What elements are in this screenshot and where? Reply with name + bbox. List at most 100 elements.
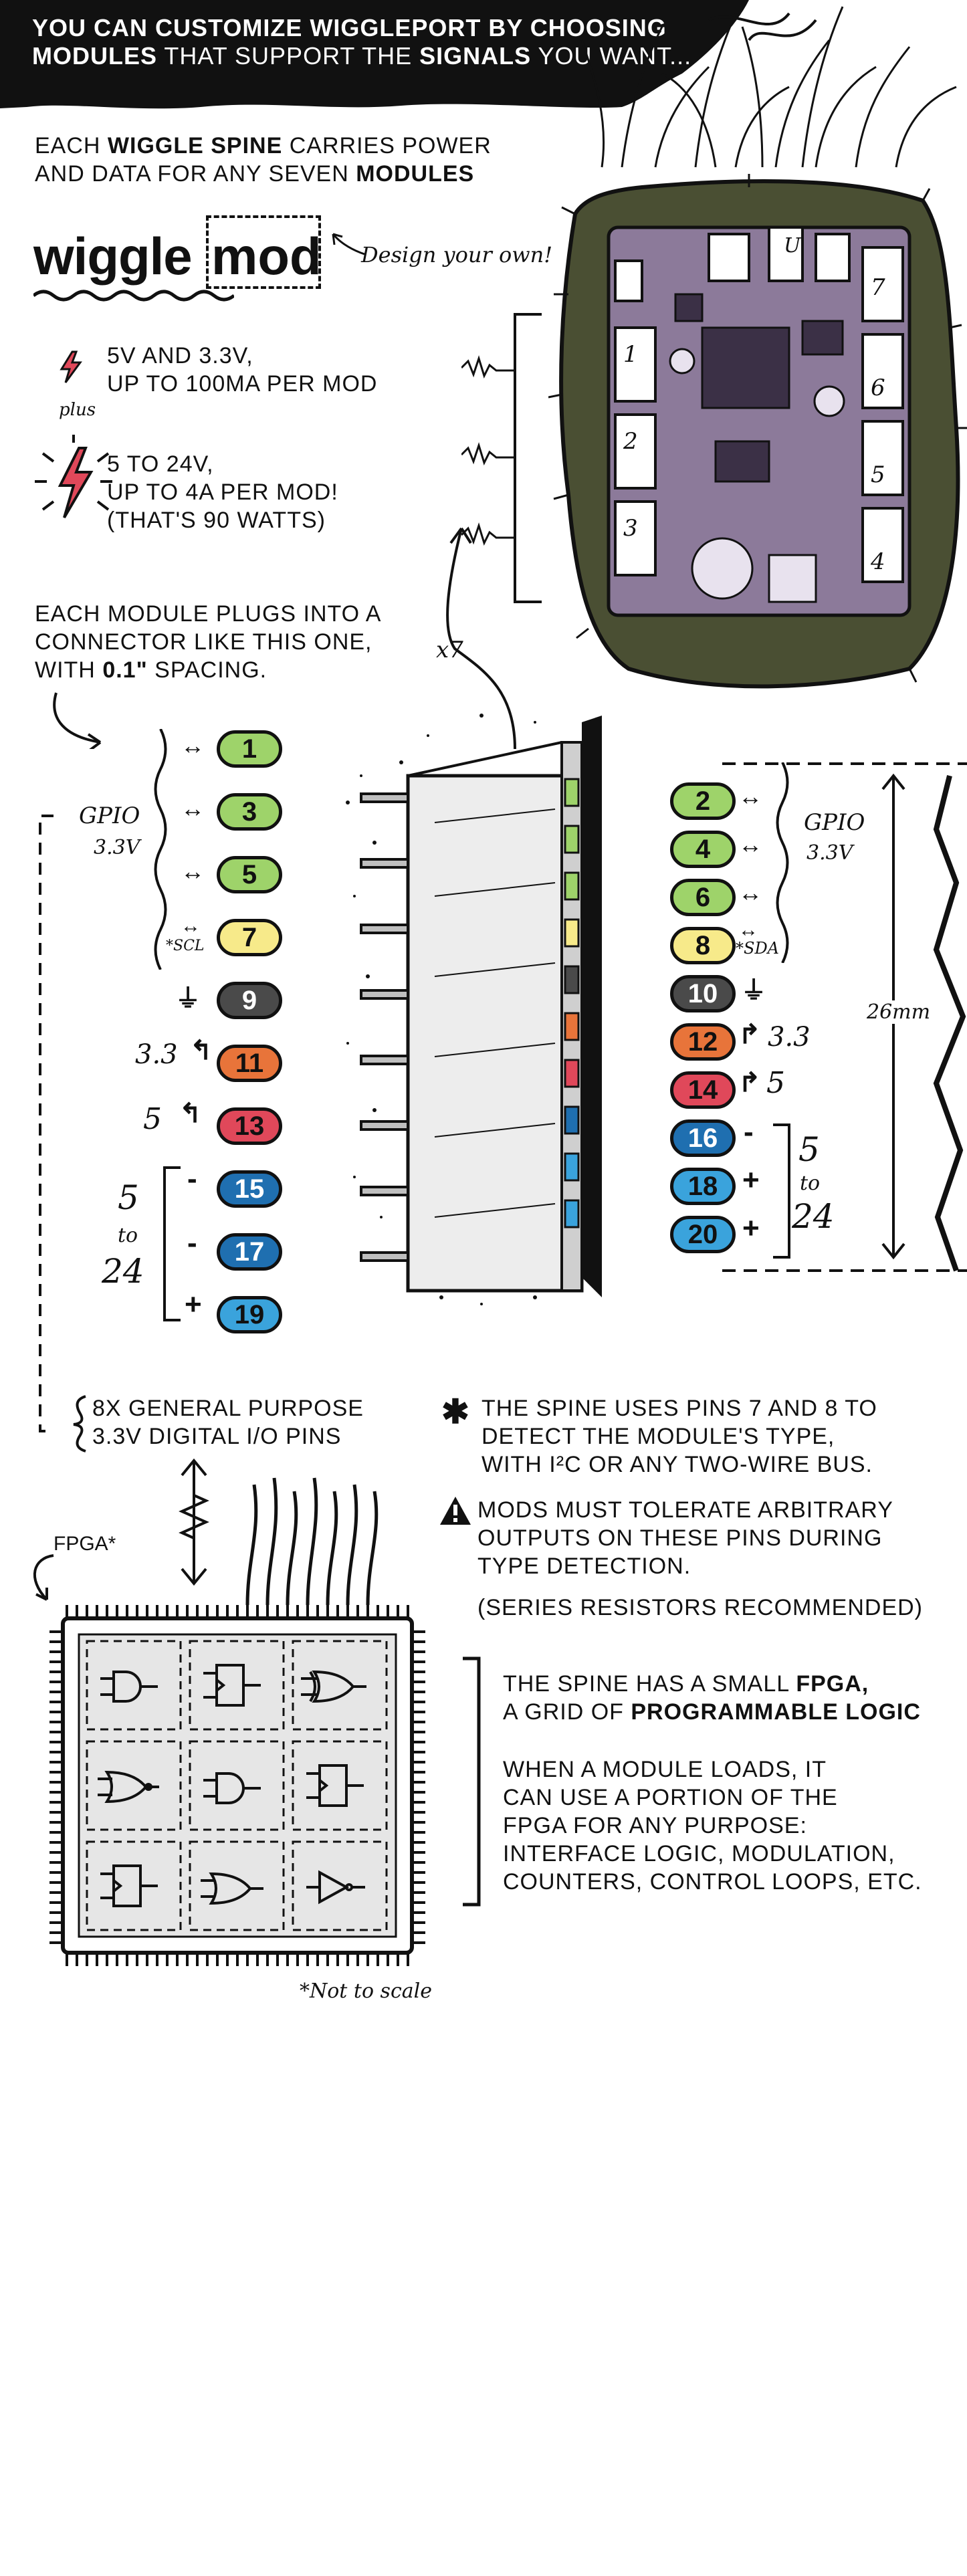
ground-left-icon: ⏚ bbox=[175, 985, 201, 1013]
logo-note-arrow bbox=[332, 233, 365, 255]
bidir-arrow-1: ↔ bbox=[181, 732, 205, 759]
power-low-line-2: UP TO 100MA PER MOD bbox=[107, 371, 378, 397]
pin-6: 6 bbox=[670, 879, 736, 916]
pin-10: 10 bbox=[670, 975, 736, 1012]
pin-9: 9 bbox=[217, 982, 282, 1019]
v5-left-label: 5 bbox=[143, 1102, 162, 1136]
plus-right-1: + bbox=[742, 1164, 760, 1196]
right-range-to: to bbox=[800, 1172, 821, 1195]
fpga-label-arrow bbox=[33, 1554, 54, 1601]
gpio-right-voltage: 3.3V bbox=[807, 841, 853, 865]
pin-18: 18 bbox=[670, 1168, 736, 1205]
left-range-5: 5 bbox=[118, 1178, 139, 1217]
pin-20: 20 bbox=[670, 1216, 736, 1253]
gpio-left-voltage: 3.3V bbox=[94, 836, 140, 859]
fpga-note-line-7: COUNTERS, CONTROL LOOPS, ETC. bbox=[503, 1869, 922, 1895]
right-range-bracket bbox=[773, 1123, 790, 1259]
minus-left-1: - bbox=[187, 1162, 197, 1195]
bidir-arrow-2: ↔ bbox=[738, 782, 762, 810]
fpga-label: FPGA* bbox=[53, 1533, 116, 1555]
pin-12: 12 bbox=[670, 1023, 736, 1061]
pin-2: 2 bbox=[670, 782, 736, 820]
connector-body bbox=[346, 714, 602, 1305]
board-slot-3: 3 bbox=[623, 515, 638, 542]
lightning-large-icon bbox=[35, 435, 112, 519]
pin-5: 5 bbox=[217, 856, 282, 893]
scl-label: *SCL bbox=[166, 938, 205, 954]
gpio-left-wiggle bbox=[154, 729, 167, 970]
fpga-signal-arrow bbox=[179, 1458, 209, 1586]
fpga-note-line-2: A GRID OF PROGRAMMABLE LOGIC bbox=[503, 1699, 921, 1725]
fpga-chip bbox=[49, 1605, 425, 1966]
gpio-note-line-1: 8X GENERAL PURPOSE bbox=[92, 1396, 364, 1421]
ground-right-icon: ⏚ bbox=[741, 977, 767, 1005]
minus-right: - bbox=[744, 1115, 754, 1148]
detect-note-line-3: WITH I²C OR ANY TWO-WIRE BUS. bbox=[481, 1452, 873, 1477]
board-bracket-wiggles bbox=[461, 313, 542, 603]
plus-left: + bbox=[185, 1288, 202, 1321]
pin-17: 17 bbox=[217, 1233, 282, 1271]
not-to-scale-note: *Not to scale bbox=[300, 1979, 432, 2003]
gpio-right-wiggle bbox=[776, 762, 789, 963]
warning-icon bbox=[440, 1497, 471, 1525]
fpga-note-bracket bbox=[463, 1656, 481, 1907]
board-slot-7: 7 bbox=[871, 274, 885, 301]
spine-intro-line-2: AND DATA FOR ANY SEVEN MODULES bbox=[35, 161, 475, 187]
pin-3: 3 bbox=[217, 793, 282, 831]
detect-note-line-1: THE SPINE USES PINS 7 AND 8 TO bbox=[481, 1396, 877, 1421]
v33-left-arrow: ↰ bbox=[190, 1036, 213, 1065]
lightning-small-icon bbox=[60, 350, 82, 383]
bidir-arrow-5: ↔ bbox=[181, 857, 205, 885]
minus-left-2: - bbox=[187, 1226, 197, 1259]
v33-right-label: 3.3 bbox=[768, 1022, 811, 1053]
pin-7: 7 bbox=[217, 919, 282, 956]
board-slot-2: 2 bbox=[623, 428, 638, 455]
right-range-24: 24 bbox=[792, 1197, 835, 1236]
gpio-left-label: GPIO bbox=[79, 802, 140, 829]
bidir-arrow-8: ↔ bbox=[738, 919, 758, 941]
gpio-note-brace bbox=[73, 1395, 86, 1453]
dimension-label: 26mm bbox=[864, 1000, 934, 1024]
asterisk-icon: ✱ bbox=[441, 1393, 469, 1430]
header-line-2: MODULES THAT SUPPORT THE SIGNALS YOU WAN… bbox=[32, 42, 692, 70]
v5-right-arrow: ↱ bbox=[738, 1068, 761, 1097]
sda-label: *SDA bbox=[736, 939, 780, 958]
logo-wiggle-text: wiggle bbox=[33, 227, 193, 286]
power-high-line-1: 5 TO 24V, bbox=[107, 451, 214, 477]
logo-wave bbox=[33, 290, 234, 302]
spine-intro-line-1: EACH WIGGLE SPINE CARRIES POWER bbox=[35, 133, 492, 158]
right-range-5: 5 bbox=[798, 1130, 820, 1169]
gpio-dashed-line bbox=[39, 815, 53, 1432]
connector-intro-line-2: CONNECTOR LIKE THIS ONE, bbox=[35, 629, 372, 655]
left-range-bracket bbox=[163, 1166, 181, 1321]
header-line-1: YOU CAN CUSTOMIZE WIGGLEPORT BY CHOOSING bbox=[32, 14, 667, 41]
wigglemod-logo: wiggle mod bbox=[33, 215, 328, 302]
v5-right-label: 5 bbox=[766, 1066, 785, 1100]
gpio-right-label: GPIO bbox=[804, 809, 865, 836]
plus-right-2: + bbox=[742, 1212, 760, 1245]
pin-4: 4 bbox=[670, 831, 736, 868]
pin-8: 8 bbox=[670, 927, 736, 964]
left-range-24: 24 bbox=[102, 1252, 144, 1291]
logo-mod-text: mod bbox=[211, 227, 322, 286]
fpga-note-line-4: CAN USE A PORTION OF THE bbox=[503, 1785, 838, 1810]
fpga-wires bbox=[245, 1477, 379, 1605]
pin-1: 1 bbox=[217, 730, 282, 768]
v33-right-arrow: ↱ bbox=[738, 1020, 761, 1049]
board-slot-6: 6 bbox=[871, 374, 885, 401]
logo-note: Design your own! bbox=[361, 242, 553, 267]
power-plus: plus bbox=[59, 400, 96, 420]
v5-left-arrow: ↰ bbox=[179, 1099, 202, 1128]
pin-14: 14 bbox=[670, 1071, 736, 1109]
board-slot-1: 1 bbox=[623, 341, 638, 368]
pin-13: 13 bbox=[217, 1107, 282, 1145]
pin-19: 19 bbox=[217, 1296, 282, 1333]
fpga-note-line-6: INTERFACE LOGIC, MODULATION, bbox=[503, 1841, 895, 1866]
connector-intro-line-1: EACH MODULE PLUGS INTO A bbox=[35, 601, 382, 627]
pin-11: 11 bbox=[217, 1045, 282, 1082]
bidir-arrow-3: ↔ bbox=[181, 794, 205, 822]
v33-left-label: 3.3 bbox=[135, 1039, 178, 1070]
warn-note-line-1: MODS MUST TOLERATE ARBITRARY bbox=[477, 1497, 893, 1523]
power-high-line-2: UP TO 4A PER MOD! bbox=[107, 479, 338, 505]
grass-tufts bbox=[580, 6, 957, 168]
